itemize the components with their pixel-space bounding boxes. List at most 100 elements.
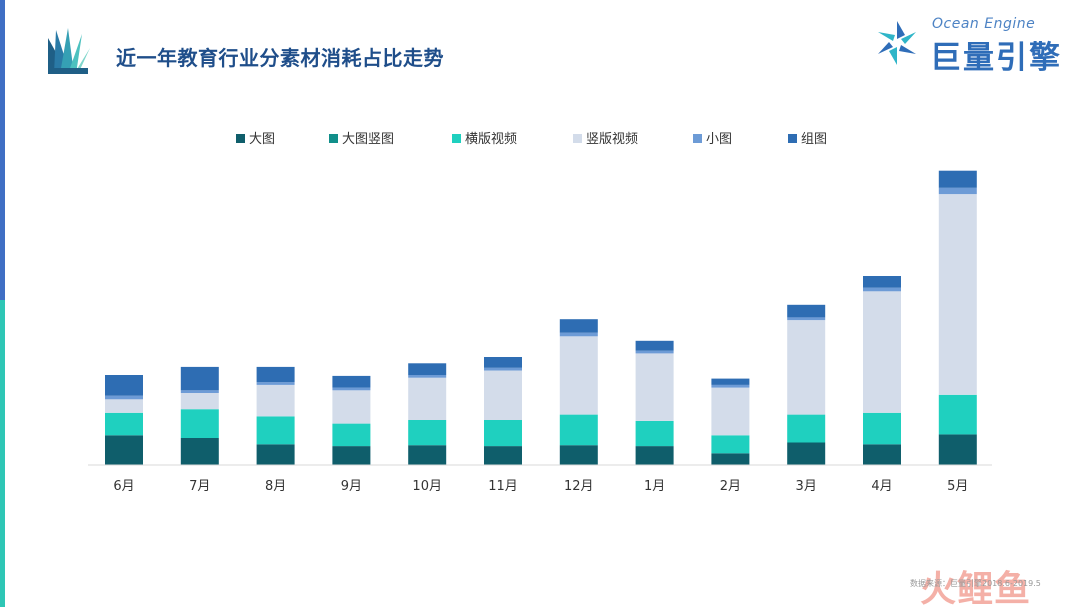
bar-segment [559, 319, 598, 333]
bar-segment [332, 390, 371, 424]
bar-segment [711, 378, 750, 385]
legend-label: 大图竖图 [342, 132, 394, 147]
bar-segment [332, 375, 371, 388]
legend-item: 横版视频 [452, 132, 517, 147]
bar-segment [938, 194, 977, 395]
legend-item: 竖版视频 [573, 132, 638, 147]
bar-segment [863, 276, 901, 288]
bar-segment [105, 435, 143, 465]
bar-segment [938, 394, 977, 435]
bar-segment [938, 187, 977, 195]
bar-segment [711, 387, 750, 436]
x-tick-label: 10月 [412, 479, 442, 494]
bar-segment [408, 377, 447, 420]
x-tick-label: 5月 [947, 479, 968, 494]
bar-segment [180, 438, 219, 465]
bar-segment [635, 353, 674, 421]
accent-bar-bottom [0, 300, 5, 607]
legend-label: 大图 [249, 132, 275, 147]
chart-bars [105, 170, 977, 465]
bar-segment [787, 442, 826, 465]
bar-segment [863, 287, 901, 292]
x-tick-label: 3月 [796, 479, 817, 494]
bar-segment [863, 412, 901, 445]
bar-segment [256, 382, 295, 385]
bar-segment [105, 375, 143, 396]
x-tick-label: 6月 [113, 479, 134, 494]
bar-segment [938, 434, 977, 465]
x-tick-label: 12月 [564, 479, 594, 494]
legend-item: 组图 [788, 132, 827, 147]
bar-segment [180, 393, 219, 410]
bar-segment [180, 366, 219, 391]
page-title: 近一年教育行业分素材消耗占比走势 [116, 46, 444, 70]
bar-segment [635, 420, 674, 447]
legend-swatch [329, 134, 338, 143]
brand-logo: Ocean Engine 巨量引擎 [872, 14, 1060, 76]
bar-segment [180, 409, 219, 438]
bar-segment [484, 367, 522, 371]
chart-legend: 大图 大图竖图 横版视频 竖版视频 小图 组图 [236, 132, 827, 147]
legend-swatch [452, 134, 461, 143]
legend-swatch [236, 134, 245, 143]
bar-segment [559, 445, 598, 465]
x-tick-label: 2月 [720, 479, 741, 494]
legend-item: 大图 [236, 132, 275, 147]
data-source-note: 数据来源：巨量引擎2018.6-2019.5 [910, 579, 1041, 588]
bar-segment [256, 384, 295, 417]
bar-segment [635, 350, 674, 354]
brand-chinese-name: 巨量引擎 [930, 40, 1062, 76]
bar-segment [105, 412, 143, 436]
bar-segment [332, 446, 371, 465]
bar-segment [787, 320, 826, 415]
x-tick-label: 11月 [488, 479, 518, 494]
bar-segment [635, 446, 674, 465]
x-tick-label: 9月 [341, 479, 362, 494]
bar-segment [484, 357, 522, 368]
bar-segment [408, 375, 447, 378]
bar-segment [180, 390, 219, 393]
bar-segment [787, 317, 826, 321]
x-tick-label: 1月 [644, 479, 665, 494]
bar-segment [559, 414, 598, 446]
bar-segment [256, 366, 295, 383]
legend-label: 竖版视频 [586, 132, 638, 147]
bar-segment [408, 420, 447, 446]
bar-segment [332, 423, 371, 447]
legend-swatch [573, 134, 582, 143]
bar-segment [256, 444, 295, 465]
x-axis-labels: 6月 7月 8月 9月 10月 11月 12月 1月 2月 3月 4月 5月 [113, 479, 968, 494]
bar-segment [256, 416, 295, 445]
bar-segment [863, 444, 901, 465]
bar-segment [787, 414, 826, 443]
x-tick-label: 4月 [871, 479, 892, 494]
legend-item: 小图 [693, 132, 732, 147]
brand-english-name: Ocean Engine [932, 16, 1036, 32]
bar-segment [711, 453, 750, 465]
bar-segment [484, 420, 522, 447]
book-logo-icon [48, 28, 90, 74]
bar-segment [787, 304, 826, 318]
legend-label: 横版视频 [465, 132, 517, 147]
bar-segment [332, 387, 371, 391]
bar-segment [635, 340, 674, 351]
bar-segment [484, 370, 522, 420]
x-tick-label: 7月 [189, 479, 210, 494]
bar-segment [711, 384, 750, 388]
bar-segment [559, 336, 598, 415]
legend-swatch [693, 134, 702, 143]
bar-segment [938, 170, 977, 188]
bar-segment [711, 435, 750, 454]
bar-segment [105, 399, 143, 413]
bar-segment [105, 395, 143, 400]
legend-label: 组图 [801, 132, 827, 147]
accent-bar-top [0, 0, 5, 300]
legend-swatch [788, 134, 797, 143]
bar-segment [559, 332, 598, 337]
legend-item: 大图竖图 [329, 132, 394, 147]
bar-segment [408, 363, 447, 375]
x-tick-label: 8月 [265, 479, 286, 494]
legend-label: 小图 [706, 132, 732, 147]
ocean-engine-logo-icon [878, 21, 916, 65]
